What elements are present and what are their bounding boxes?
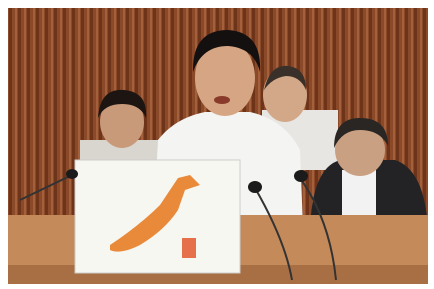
photo [0,0,434,289]
map-poster [75,160,240,273]
